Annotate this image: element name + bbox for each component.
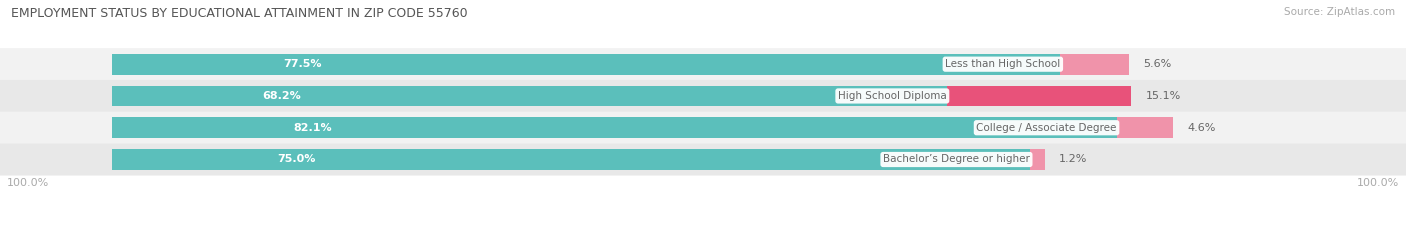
Text: Source: ZipAtlas.com: Source: ZipAtlas.com bbox=[1284, 7, 1395, 17]
FancyBboxPatch shape bbox=[0, 112, 1406, 144]
Text: Bachelor’s Degree or higher: Bachelor’s Degree or higher bbox=[883, 154, 1029, 164]
Text: 4.6%: 4.6% bbox=[1187, 123, 1215, 133]
Text: High School Diploma: High School Diploma bbox=[838, 91, 946, 101]
Text: 100.0%: 100.0% bbox=[1357, 178, 1399, 188]
FancyBboxPatch shape bbox=[0, 80, 1406, 112]
Text: 5.6%: 5.6% bbox=[1143, 59, 1171, 69]
Bar bbox=[1116, 117, 1173, 138]
Legend: In Labor Force, Unemployed: In Labor Force, Unemployed bbox=[586, 230, 820, 233]
Bar bbox=[112, 86, 946, 106]
Bar bbox=[112, 117, 1116, 138]
Text: 15.1%: 15.1% bbox=[1146, 91, 1181, 101]
FancyBboxPatch shape bbox=[0, 144, 1406, 175]
Bar bbox=[1029, 149, 1045, 170]
Text: College / Associate Degree: College / Associate Degree bbox=[976, 123, 1116, 133]
Text: 75.0%: 75.0% bbox=[277, 154, 316, 164]
Text: 77.5%: 77.5% bbox=[283, 59, 322, 69]
Bar bbox=[1060, 54, 1129, 75]
Text: 1.2%: 1.2% bbox=[1059, 154, 1087, 164]
Text: 68.2%: 68.2% bbox=[263, 91, 301, 101]
Bar bbox=[112, 149, 1029, 170]
FancyBboxPatch shape bbox=[0, 48, 1406, 80]
Text: 82.1%: 82.1% bbox=[294, 123, 332, 133]
Text: EMPLOYMENT STATUS BY EDUCATIONAL ATTAINMENT IN ZIP CODE 55760: EMPLOYMENT STATUS BY EDUCATIONAL ATTAINM… bbox=[11, 7, 468, 20]
Text: Less than High School: Less than High School bbox=[945, 59, 1060, 69]
Text: 100.0%: 100.0% bbox=[7, 178, 49, 188]
Bar bbox=[112, 54, 1060, 75]
Bar bbox=[946, 86, 1132, 106]
